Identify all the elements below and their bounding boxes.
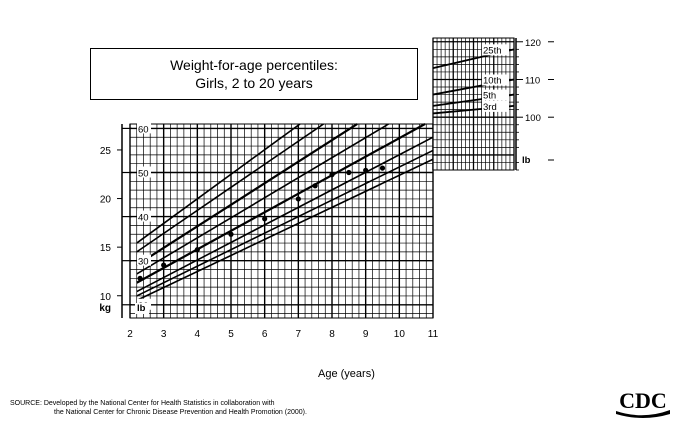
lb-tick-label: 40 — [138, 213, 149, 224]
kg-tick-label: 10 — [100, 292, 112, 303]
kg-tick-label: 20 — [100, 195, 112, 206]
percentile-label: 25th — [483, 45, 502, 56]
x-tick-label: 10 — [394, 329, 406, 340]
x-axis-label: Age (years) — [318, 368, 375, 380]
inset-lb-axis-label: lb — [522, 155, 531, 166]
x-tick-label: 4 — [195, 329, 201, 340]
lb-tick-label: 50 — [138, 169, 149, 180]
percentile-label: 5th — [483, 91, 496, 102]
data-point — [346, 169, 352, 176]
lb-label-bg — [137, 210, 151, 222]
percentile-line — [136, 136, 434, 293]
lb-axis-label: lb — [137, 303, 146, 314]
data-point — [194, 247, 200, 253]
lb-tick-label: 60 — [138, 124, 149, 135]
percentile-line — [136, 149, 434, 297]
lb-label-bg — [137, 254, 151, 266]
cdc-logo-icon: CDC — [616, 388, 670, 418]
percentile-line — [136, 123, 301, 244]
kg-axis-label: kg — [99, 303, 111, 314]
inset-label-bg — [482, 74, 509, 86]
x-tick-label: 5 — [228, 329, 234, 340]
main-percentile-lines — [136, 123, 434, 302]
lb-label-bg — [137, 122, 151, 134]
x-tick-label: 6 — [262, 329, 268, 340]
source-note: SOURCE: Developed by the National Center… — [10, 399, 307, 417]
percentile-label: 3rd — [483, 102, 497, 113]
chart-title-line1: Weight-for-age percentiles: — [170, 57, 338, 73]
source-line2: the National Center for Chronic Disease … — [54, 409, 307, 416]
data-point — [137, 275, 143, 281]
data-point — [312, 183, 318, 189]
data-point — [161, 262, 167, 268]
cdc-logo-swoosh — [616, 410, 670, 418]
data-point — [329, 172, 335, 178]
data-point — [262, 216, 268, 222]
source-line1: SOURCE: Developed by the National Center… — [10, 400, 275, 407]
lb-label-bg — [135, 303, 149, 314]
inset-label-bg — [482, 89, 509, 101]
percentile-line — [136, 123, 358, 267]
inset-label-bg — [482, 44, 509, 56]
chart-title-line2: Girls, 2 to 20 years — [195, 75, 313, 91]
data-point — [228, 231, 234, 237]
percentile-line — [136, 123, 389, 275]
percentile-line — [136, 123, 324, 253]
lb-label-bg — [137, 166, 151, 178]
inset-label-bg — [482, 100, 509, 112]
x-tick-label: 7 — [296, 329, 302, 340]
data-point — [295, 196, 301, 202]
inset-lb-tick-label: 120 — [525, 38, 541, 49]
percentile-line — [136, 158, 434, 302]
lb-tick-label: 30 — [138, 257, 149, 268]
x-tick-label: 2 — [127, 329, 133, 340]
cdc-logo-text: CDC — [619, 388, 667, 413]
kg-tick-label: 15 — [100, 243, 112, 254]
inset-lb-tick-label: 100 — [525, 113, 541, 124]
chart-title: Weight-for-age percentiles: Girls, 2 to … — [90, 48, 418, 100]
x-tick-label: 9 — [363, 329, 369, 340]
data-point — [379, 165, 386, 171]
percentile-line — [136, 123, 426, 284]
main-axes: 10152025kg2030405060lb234567891011 — [99, 122, 439, 340]
x-tick-label: 11 — [428, 329, 439, 340]
data-point — [363, 167, 369, 173]
inset-lb-tick-label: 110 — [525, 75, 540, 86]
x-tick-label: 3 — [161, 329, 167, 340]
inset-axes: 100 110 120 lb — [515, 38, 554, 171]
x-tick-label: 8 — [329, 329, 335, 340]
percentile-label: 10th — [483, 75, 502, 86]
main-data-points — [137, 165, 386, 281]
inset-grid — [432, 37, 515, 171]
kg-tick-label: 25 — [100, 146, 112, 157]
